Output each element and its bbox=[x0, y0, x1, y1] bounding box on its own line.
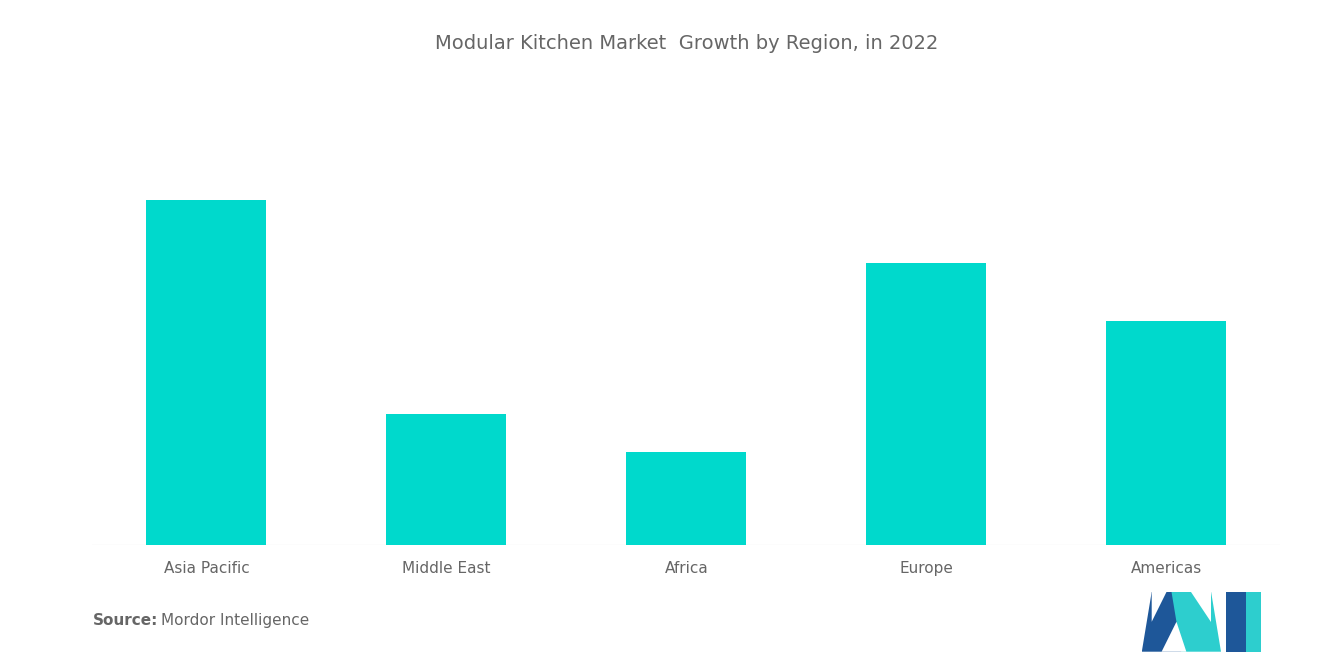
Polygon shape bbox=[1162, 622, 1187, 652]
Text: Mordor Intelligence: Mordor Intelligence bbox=[161, 613, 309, 628]
Polygon shape bbox=[1142, 592, 1191, 652]
Text: Source:: Source: bbox=[92, 613, 158, 628]
Bar bbox=[387, 414, 507, 545]
Polygon shape bbox=[1226, 592, 1246, 652]
Bar bbox=[147, 200, 267, 545]
Polygon shape bbox=[1172, 592, 1221, 652]
Bar bbox=[1106, 321, 1226, 545]
Polygon shape bbox=[1246, 592, 1261, 652]
Title: Modular Kitchen Market  Growth by Region, in 2022: Modular Kitchen Market Growth by Region,… bbox=[434, 34, 939, 53]
Bar bbox=[866, 263, 986, 545]
Polygon shape bbox=[1191, 592, 1212, 622]
Bar bbox=[627, 452, 746, 545]
Polygon shape bbox=[1151, 592, 1167, 622]
